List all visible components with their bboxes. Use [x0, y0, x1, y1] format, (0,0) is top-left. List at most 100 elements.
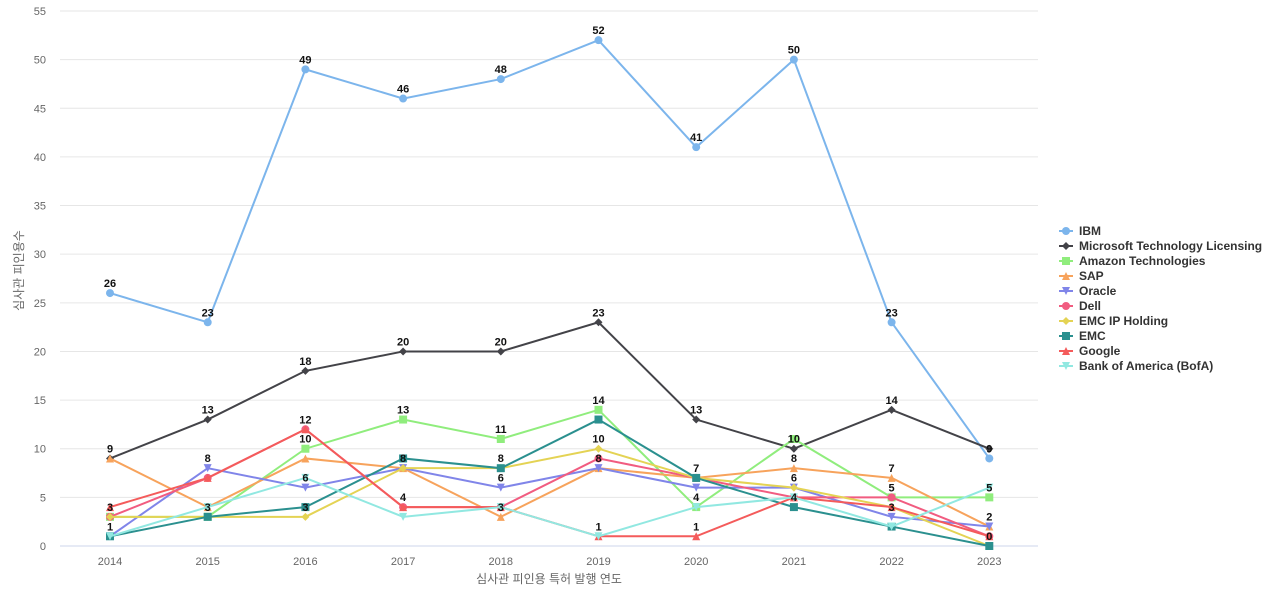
data-label: 13 — [397, 405, 409, 417]
legend-label: Microsoft Technology Licensing — [1079, 239, 1262, 253]
legend-label: Dell — [1079, 299, 1101, 313]
data-point-marker — [203, 512, 212, 521]
x-tick-label: 2017 — [391, 556, 415, 568]
legend-item[interactable]: Amazon Technologies — [1059, 254, 1206, 268]
data-point-marker — [301, 473, 310, 482]
legend-marker — [1062, 362, 1070, 370]
data-label: 2 — [986, 512, 992, 524]
data-point-marker — [594, 454, 603, 463]
y-axis-title: 심사관 피인용수 — [12, 230, 26, 311]
data-label: 10 — [592, 434, 604, 446]
data-label: 4 — [791, 492, 798, 504]
legend-label: EMC — [1079, 329, 1106, 343]
y-tick-label: 15 — [34, 395, 46, 407]
x-tick-label: 2021 — [782, 556, 806, 568]
data-label: 10 — [299, 434, 311, 446]
legend-marker — [1062, 227, 1070, 235]
data-label: 4 — [693, 492, 700, 504]
data-point-marker — [985, 454, 994, 463]
data-label: 1 — [595, 521, 601, 533]
data-point-marker — [203, 473, 212, 482]
series-sap — [106, 454, 994, 531]
x-tick-label: 2023 — [977, 556, 1001, 568]
data-label: 3 — [205, 502, 211, 514]
data-point-marker — [106, 532, 114, 541]
data-label: 14 — [592, 395, 605, 407]
data-point-marker — [692, 483, 701, 492]
data-label: 52 — [592, 25, 604, 37]
series-line — [110, 447, 990, 547]
data-label: 5 — [986, 482, 992, 494]
data-point-marker — [887, 318, 896, 327]
data-point-marker — [985, 542, 994, 550]
data-label: 9 — [986, 443, 992, 455]
data-label: 1 — [693, 521, 699, 533]
legend-item[interactable]: EMC — [1059, 329, 1106, 343]
data-point-marker — [887, 512, 896, 521]
y-tick-label: 45 — [34, 103, 46, 115]
data-label: 13 — [690, 405, 702, 417]
data-point-marker — [594, 36, 603, 45]
legend-item[interactable]: Microsoft Technology Licensing — [1059, 239, 1262, 253]
x-tick-label: 2019 — [586, 556, 610, 568]
data-point-marker — [692, 473, 701, 482]
data-label: 12 — [299, 414, 311, 426]
x-tick-label: 2020 — [684, 556, 708, 568]
data-label: 8 — [400, 453, 406, 465]
legend-marker — [1062, 332, 1070, 340]
legend-marker — [1062, 242, 1070, 250]
data-point-marker — [203, 464, 212, 473]
data-point-marker — [399, 512, 408, 521]
legend-item[interactable]: Bank of America (BofA) — [1059, 359, 1213, 373]
y-tick-label: 20 — [34, 346, 46, 358]
data-point-marker — [496, 75, 505, 84]
legend-label: IBM — [1079, 224, 1101, 238]
y-tick-label: 25 — [34, 298, 46, 310]
data-point-marker — [789, 55, 798, 64]
data-point-marker — [301, 503, 310, 512]
legend-marker — [1062, 302, 1070, 310]
series-line — [109, 321, 990, 460]
data-point-marker — [887, 405, 896, 414]
y-tick-label: 5 — [40, 492, 46, 504]
series-lines — [106, 36, 994, 550]
legend-item[interactable]: Dell — [1059, 299, 1101, 313]
data-point-marker — [789, 503, 798, 512]
series-line — [109, 457, 990, 528]
data-label: 1 — [107, 521, 113, 533]
data-point-marker — [203, 318, 212, 327]
series-bank-of-america-bofa — [106, 473, 994, 541]
legend-item[interactable]: IBM — [1059, 224, 1101, 238]
legend-label: Oracle — [1079, 284, 1117, 298]
y-tick-label: 35 — [34, 201, 46, 213]
data-point-marker — [594, 444, 603, 453]
data-label: 6 — [498, 473, 504, 485]
data-label: 8 — [498, 453, 504, 465]
data-label: 8 — [791, 453, 797, 465]
data-point-marker — [399, 347, 408, 356]
data-point-marker — [985, 532, 994, 541]
data-point-marker — [985, 444, 994, 453]
legend-item[interactable]: Oracle — [1059, 284, 1117, 298]
data-label: 7 — [889, 463, 895, 475]
legend-item[interactable]: EMC IP Holding — [1059, 314, 1168, 328]
grid — [60, 10, 1038, 547]
data-point-marker — [496, 503, 505, 512]
data-point-marker — [789, 444, 798, 453]
data-label: 13 — [202, 405, 214, 417]
data-label: 41 — [690, 132, 702, 144]
y-tick-label: 30 — [34, 249, 46, 261]
data-point-marker — [399, 415, 408, 424]
data-label: 3 — [889, 502, 895, 514]
y-tick-label: 0 — [40, 541, 46, 553]
data-label: 18 — [299, 356, 311, 368]
legend-item[interactable]: SAP — [1059, 269, 1104, 283]
data-point-marker — [399, 503, 408, 512]
data-label: 8 — [595, 453, 601, 465]
legend-item[interactable]: Google — [1059, 344, 1121, 358]
data-point-marker — [887, 503, 896, 512]
data-label: 3 — [107, 502, 113, 514]
